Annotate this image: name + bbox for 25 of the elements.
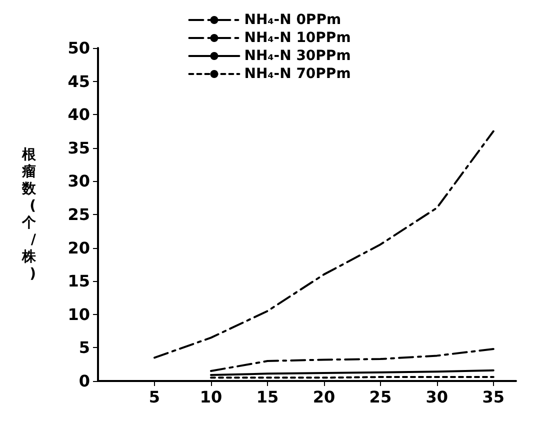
y-tick-label: 20 (68, 238, 90, 258)
legend-label: NH₄-N 0PPm (244, 12, 342, 28)
legend-label: NH₄-N 70PPm (244, 66, 351, 82)
x-tick-label: 20 (312, 388, 336, 406)
y-tick-label: 50 (68, 38, 90, 58)
y-tick-label: 25 (68, 205, 90, 224)
x-tick-label: 35 (482, 388, 505, 406)
x-tick-label: 10 (200, 388, 222, 406)
y-tick-label: 30 (68, 172, 90, 191)
y-tick-label: 15 (68, 272, 90, 291)
y-tick-label: 35 (68, 138, 90, 158)
x-tick-label: 25 (369, 388, 392, 406)
y-tick-label: 0 (78, 372, 90, 390)
y-tick-label: 5 (78, 338, 90, 358)
y-tick-label: 40 (68, 105, 90, 124)
y-axis-title: 根瘤数(个/株) (21, 147, 37, 282)
legend-label: NH₄-N 10PPm (244, 30, 351, 46)
y-tick-label: 45 (68, 72, 90, 91)
x-tick-label: 15 (256, 388, 279, 406)
legend-label: NH₄-N 30PPm (244, 48, 351, 64)
line-series (210, 348, 494, 372)
line-series (153, 130, 494, 359)
y-tick-label: 10 (68, 304, 90, 324)
x-tick-label: 30 (426, 388, 448, 406)
x-tick-label: 5 (148, 388, 160, 406)
